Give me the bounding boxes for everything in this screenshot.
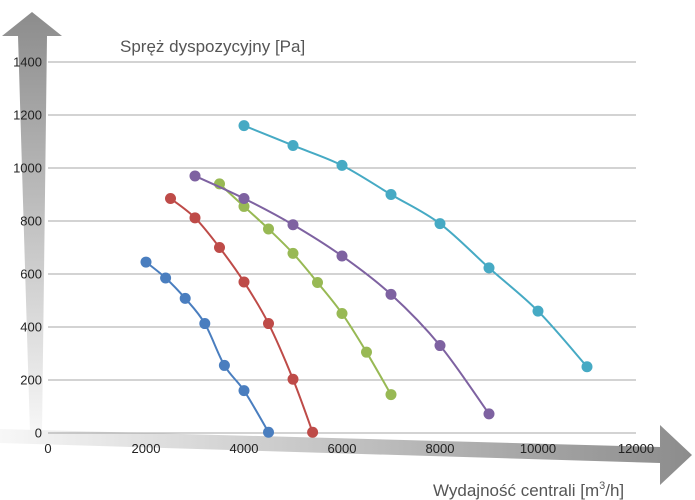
series-3-point [312,276,323,288]
series-layer [140,120,593,438]
series-1-point [263,426,274,438]
series-5-point [238,120,250,132]
x-axis-arrow [0,425,692,485]
series-2-point [189,212,201,224]
series-3-point [263,223,274,235]
series-1-point [179,292,191,304]
x-tick-label: 12000 [618,441,654,456]
x-tick-label: 10000 [520,441,556,456]
series-5-point [336,159,348,171]
series-1-point [238,385,250,397]
series-3-point [361,346,372,358]
series-5-point [483,262,495,274]
series-3-point [336,307,348,319]
y-axis-arrow [2,12,62,433]
series-5-point [287,139,299,151]
series-5-point [385,189,397,200]
y-tick-label: 1000 [13,161,42,176]
series-4-point [483,408,495,420]
series-4-point [385,288,397,300]
y-tick-label: 200 [20,373,42,388]
series-4-point [287,219,299,231]
series-1-point [199,318,211,330]
series-1-point [140,256,152,268]
y-tick-label: 1400 [13,55,42,70]
series-4-point [238,192,250,204]
series-4-point [434,340,446,352]
x-tick-label: 8000 [426,441,455,456]
x-axis-title-sup: 3 [599,480,605,492]
y-axis-title: Spręż dyspozycyjny [Pa] [120,37,305,56]
series-3-point [238,200,250,212]
series-2-point [287,373,299,385]
series-2-line [169,197,314,433]
series-3-line [218,183,392,396]
series-1-point [160,272,172,284]
x-axis-title: Wydajność centrali [m3/h] [433,480,624,500]
series-5-point [532,305,544,317]
y-tick-label: 400 [20,320,42,335]
x-tick-label: 6000 [328,441,357,456]
y-tick-label: 600 [20,267,42,282]
x-axis-title-end: /h] [605,481,624,500]
series-3-point [385,389,397,401]
series-1-line [145,261,270,433]
series-5-line [243,124,588,368]
series-2-point [238,276,250,288]
series-5-point [434,218,446,230]
gridlines [48,61,636,434]
tick-labels: 0 200 400 600 800 1000 1200 1400 0 2000 4000 6000 80… [13,55,654,457]
series-4-point [336,250,348,262]
series-2-point [165,192,176,204]
series-4-point [189,170,201,182]
series-2-point [214,242,225,253]
series-2-point [263,318,274,330]
y-tick-label: 1200 [13,108,42,123]
x-tick-label: 2000 [132,441,161,456]
series-5-point [581,361,593,373]
x-tick-label: 4000 [230,441,259,456]
series-3-point [287,247,299,259]
series-1-point [218,359,230,371]
y-tick-label: 0 [35,426,42,441]
series-4-line [194,175,490,415]
x-tick-label: 0 [44,441,51,456]
series-2-point [307,426,319,438]
y-tick-label: 800 [20,214,42,229]
x-axis-title-main: Wydajność centrali [m [433,481,599,500]
